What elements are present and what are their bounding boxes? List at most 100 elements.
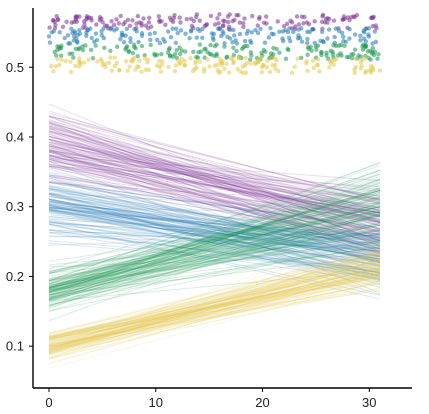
rug-point [230,40,235,45]
rug-point [266,35,272,40]
rug-point [264,14,269,19]
rug-point [296,22,302,27]
rug-point [205,50,210,55]
series-line [48,268,381,337]
rug-point [253,27,258,33]
rug-point [85,27,91,33]
series-line [48,121,381,230]
series-line [48,188,381,267]
series-line [48,125,381,226]
series-line [48,263,381,341]
series-line [48,256,381,355]
series-line [48,116,381,243]
series-line [48,210,381,277]
series-line [48,214,381,297]
rug-point [212,43,218,49]
series-line [48,138,381,214]
rug-point [133,67,138,72]
rug-point [86,57,91,62]
rug-point [92,39,97,45]
rug-point [340,17,346,22]
series-line [48,261,381,354]
series-line [48,126,381,233]
rug-point [286,47,291,53]
series-line [48,223,381,294]
series-line [48,208,381,306]
series-line [48,271,381,348]
rug-point [372,29,377,34]
series-line [48,266,381,338]
series-line [48,247,381,291]
series-rug-1 [46,26,379,46]
series-line [48,165,381,188]
rug-point [133,46,138,51]
rug-point [196,50,201,55]
rug-point [311,65,316,71]
series-line [48,221,381,306]
series-line [48,263,381,347]
series-line [48,159,381,240]
series-line [48,216,381,282]
rug-point [243,70,249,75]
rug-point [90,56,96,61]
series-line [48,268,381,355]
series-line [48,201,381,273]
rug-point [271,45,276,51]
rug-point [245,43,250,49]
rug-point [154,37,160,43]
rug-point [54,53,59,58]
series-line [48,252,381,339]
rug-point [236,12,241,18]
series-line [48,218,380,237]
rug-point [265,58,270,63]
series-line [48,194,381,286]
series-line [48,174,381,218]
series-line [48,215,381,307]
rug-point [232,17,237,23]
rug-point [212,22,218,27]
series-line [48,198,381,258]
series-line [48,204,381,260]
series-line [48,261,381,341]
series-line [48,263,381,337]
rug-point [167,53,173,58]
series-line [48,145,381,238]
series-line [48,280,381,351]
series-line [48,149,381,209]
rug-point [227,12,233,17]
series-line [48,259,381,353]
series-line [48,169,381,298]
rug-point [370,23,375,29]
rug-point [99,59,105,64]
series-line [48,270,381,346]
series-line [48,180,381,230]
rug-point [177,15,182,20]
series-line [48,184,381,246]
rug-point [106,60,111,66]
series-line [48,127,381,205]
series-line [48,191,381,299]
rug-point [94,22,99,27]
series-line [48,199,381,279]
rug-point [83,43,88,48]
series-line [48,254,381,345]
series-line [48,201,381,242]
rug-point [220,29,225,34]
series-line [48,275,381,357]
series-line [48,233,381,282]
rug-point [374,25,379,31]
rug-point [255,23,260,28]
x-tick-label: 0 [45,395,52,410]
series-line [48,209,381,281]
rug-point [51,69,56,74]
series-line [48,147,381,226]
rug-point [358,38,363,43]
series-line [48,229,381,282]
series-line [48,136,381,216]
series-line [48,204,381,288]
rug-point [101,35,107,41]
rug-point [326,27,332,32]
rug-point [122,19,128,25]
series-line [48,206,381,292]
series-line [48,213,381,287]
